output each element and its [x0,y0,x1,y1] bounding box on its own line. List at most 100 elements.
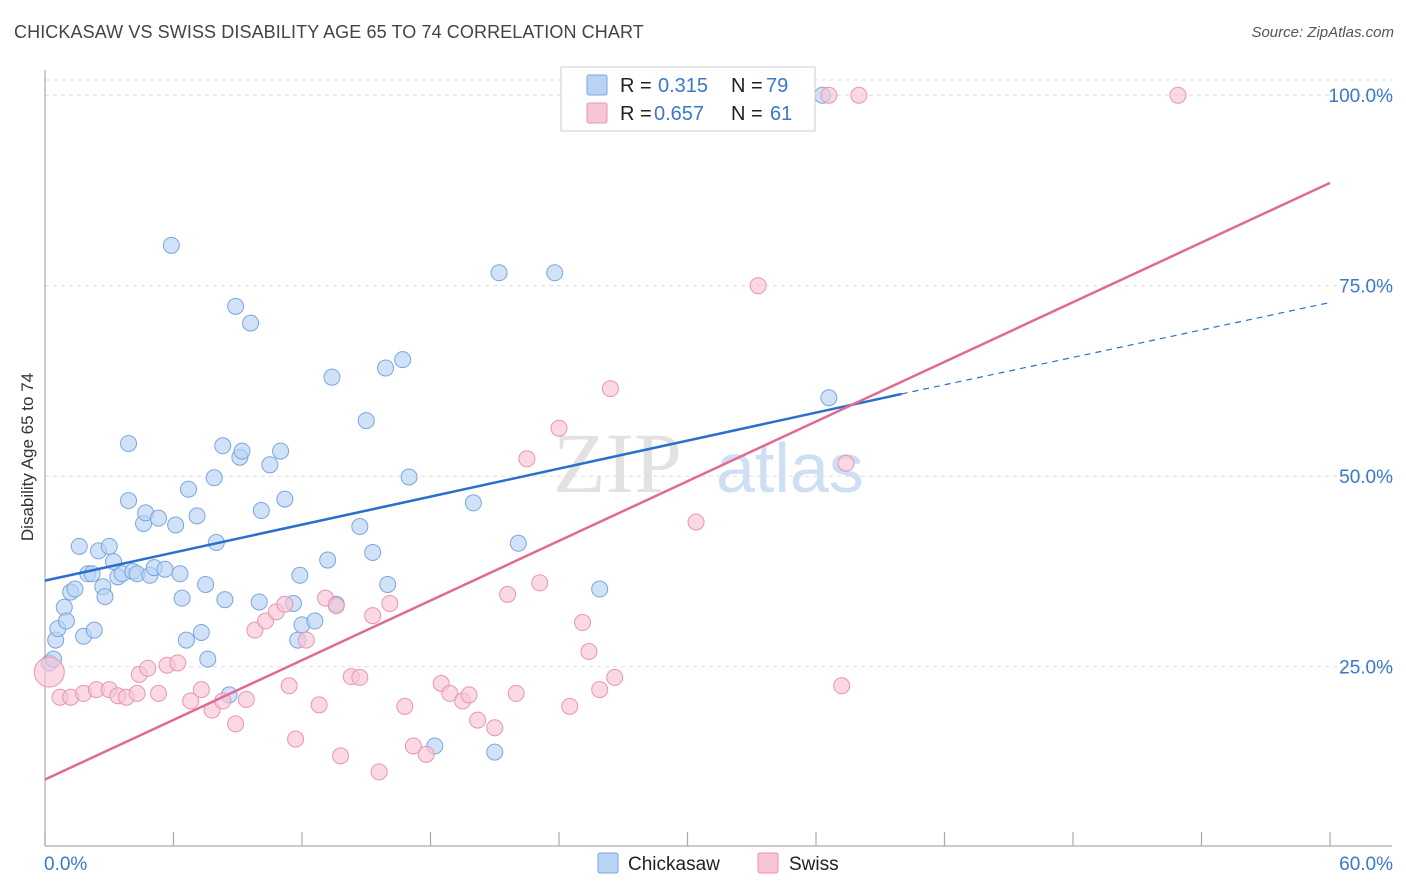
swiss-point [404,737,422,755]
chart-title: CHICKASAW VS SWISS DISABILITY AGE 65 TO … [14,22,644,42]
chickasaw-point [364,543,382,561]
chickasaw-legend-swatch [586,74,608,96]
swiss-point [574,614,592,632]
chickasaw-point [591,580,609,598]
swiss-point [364,607,382,625]
swiss-legend-swatch [586,102,608,124]
y-tick-label: 100.0% [1329,86,1394,107]
chickasaw-point [323,368,341,386]
chickasaw-series-swatch [597,852,619,874]
swiss-point [1169,86,1187,104]
chickasaw-point [188,507,206,525]
swiss-point [531,574,549,592]
swiss-point [499,585,517,603]
swiss-point [297,631,315,649]
chickasaw-point [205,469,223,487]
chickasaw-point [199,650,217,668]
chickasaw-point [120,434,138,452]
chickasaw-trend-extension [901,301,1331,395]
swiss-point [850,86,868,104]
swiss-point [441,684,459,702]
swiss-series-label: Swiss [789,854,839,875]
x-tick-label-min: 0.0% [44,854,87,875]
x-tick-label-max: 60.0% [1339,854,1393,875]
chickasaw-point [242,314,260,332]
swiss-point [237,691,255,709]
swiss-point [550,419,568,437]
chickasaw-point [227,297,245,315]
swiss-point [837,454,855,472]
swiss-point [507,684,525,702]
chickasaw-point [261,456,279,474]
y-tick-label: 50.0% [1339,467,1393,488]
chickasaw-point [171,565,189,583]
chickasaw-point [57,612,75,630]
chickasaw-point [272,442,290,460]
chickasaw-point [400,468,418,486]
chickasaw-point [250,593,268,611]
swiss-point [486,719,504,737]
chickasaw-r-label: R = [620,75,652,97]
swiss-point [332,747,350,765]
swiss-point [169,654,187,672]
y-axis-label: Disability Age 65 to 74 [18,373,37,541]
chickasaw-point [66,580,84,598]
chickasaw-point [276,490,294,508]
swiss-point [469,711,487,729]
swiss-point [518,450,536,468]
chickasaw-point [70,537,88,555]
chickasaw-point [351,518,369,536]
grid-lines [45,79,1392,668]
chickasaw-point [214,437,232,455]
y-axis-tick-labels: 25.0% 50.0% 75.0% 100.0% [1329,86,1394,679]
swiss-points [33,86,1187,781]
chickasaw-point [173,589,191,607]
swiss-r-label: R = [620,103,652,125]
swiss-point [601,380,619,398]
swiss-point [381,594,399,612]
swiss-point [182,692,200,710]
swiss-point [687,513,705,531]
chickasaw-r-value: 0.315 [658,75,708,97]
y-tick-label: 25.0% [1339,658,1393,679]
chickasaw-point [156,560,174,578]
watermark: ZIP atlas [553,415,864,511]
chickasaw-point [192,623,210,641]
chickasaw-n-value: 79 [766,75,788,97]
swiss-point [833,677,851,695]
swiss-trend-line [44,181,1331,781]
chickasaw-point [120,492,138,510]
chickasaw-point [357,412,375,430]
chickasaw-series-label: Chickasaw [628,854,720,875]
chickasaw-point [319,551,337,569]
swiss-series-swatch [757,852,779,874]
source-credit: Source: ZipAtlas.com [1251,24,1394,41]
swiss-n-label: N = [731,103,763,125]
chickasaw-point [167,516,185,534]
swiss-point [150,684,168,702]
swiss-point [460,686,478,704]
chickasaw-point [394,351,412,369]
swiss-point [749,277,767,295]
chickasaw-point [509,534,527,552]
swiss-point [561,697,579,715]
chickasaw-point [100,537,118,555]
watermark-zip: ZIP [553,415,682,511]
swiss-point [417,745,435,763]
chickasaw-point [291,566,309,584]
trend-lines [44,181,1331,781]
chickasaw-point [216,591,234,609]
chickasaw-n-label: N = [731,75,763,97]
swiss-point [280,677,298,695]
chickasaw-point [85,621,103,639]
swiss-point [192,681,210,699]
chickasaw-point [197,575,215,593]
chickasaw-point [179,480,197,498]
chickasaw-point [464,494,482,512]
chickasaw-point [252,502,270,520]
swiss-r-value: 0.657 [654,103,704,125]
chickasaw-point [233,442,251,460]
swiss-point [227,715,245,733]
chickasaw-point [379,575,397,593]
